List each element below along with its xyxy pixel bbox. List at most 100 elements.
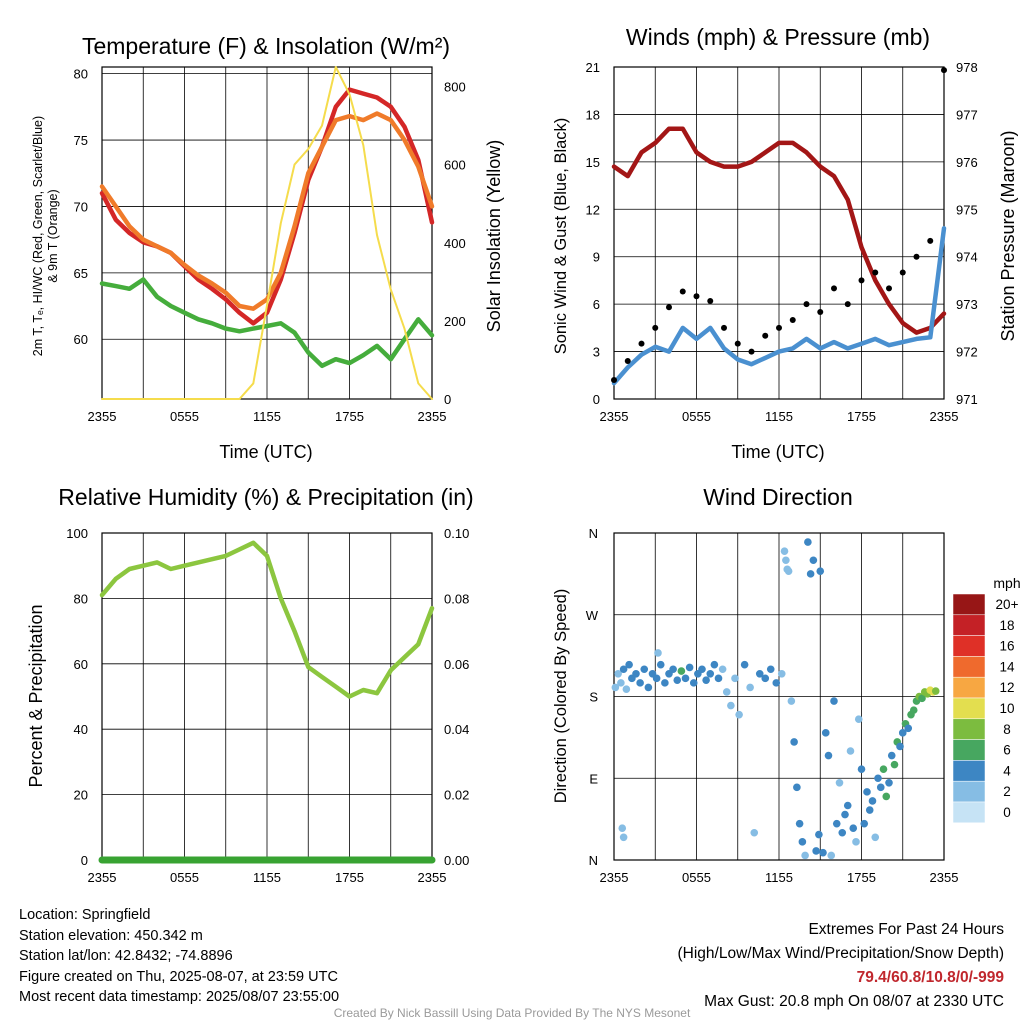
direction-point — [706, 669, 715, 678]
direction-point — [722, 688, 731, 696]
direction-point — [852, 838, 860, 846]
y2-tick-label: 0.00 — [444, 853, 469, 868]
y-tick-label: 60 — [74, 332, 88, 347]
direction-point — [618, 824, 627, 833]
y2-tick-label: 0.10 — [444, 526, 469, 541]
legend-swatch — [952, 801, 986, 824]
direction-ylabel-left: Direction (Colored By Speed) — [552, 589, 570, 804]
winds-ylabel-right: Station Pressure (Maroon) — [998, 130, 1018, 341]
direction-point — [698, 665, 706, 674]
x-tick-label: 1755 — [335, 409, 364, 424]
direction-point — [795, 819, 804, 828]
y-tick-label: N — [589, 526, 598, 541]
direction-point — [669, 665, 677, 674]
direction-point — [854, 715, 863, 724]
gust-point — [721, 324, 727, 331]
direction-point — [636, 679, 644, 687]
direction-point — [882, 792, 891, 801]
y2-tick-label: 600 — [444, 158, 466, 173]
extremes-info: Extremes For Past 24 Hours (High/Low/Max… — [678, 918, 1005, 1014]
winds-panel: Winds (mph) & Pressure (mb) Sonic Wind &… — [552, 24, 1018, 462]
winds-title: Winds (mph) & Pressure (mb) — [626, 24, 930, 50]
temperature-ylabel-left-1: 2m T, Tₑ, HI/WC (Red, Green, Scarlet/Blu… — [31, 116, 45, 356]
x-tick-label: 0555 — [682, 870, 711, 885]
direction-point — [740, 660, 749, 669]
direction-point — [761, 674, 770, 683]
y2-tick-label: 400 — [444, 236, 466, 251]
y-tick-label: W — [586, 608, 599, 623]
direction-point — [617, 679, 625, 687]
direction-point — [898, 729, 907, 737]
direction-panel: Wind Direction Direction (Colored By Spe… — [552, 484, 1021, 885]
gust-point — [693, 293, 700, 300]
direction-point — [815, 830, 823, 839]
direction-point — [772, 679, 781, 687]
direction-title: Wind Direction — [703, 484, 853, 510]
direction-point — [835, 778, 844, 787]
gust-point — [762, 332, 769, 339]
gust-point — [748, 348, 755, 355]
direction-point — [876, 783, 885, 792]
direction-point — [766, 665, 775, 674]
direction-point — [863, 788, 871, 796]
y-tick-label: S — [589, 690, 598, 705]
legend-label: 2 — [1003, 784, 1011, 799]
direction-point — [654, 649, 662, 657]
gust-point — [941, 67, 947, 74]
gust-point — [913, 253, 920, 260]
direction-point — [782, 556, 790, 565]
gust-point — [789, 316, 796, 323]
direction-point — [681, 674, 690, 683]
direction-point — [871, 833, 880, 842]
gust-point — [666, 304, 672, 311]
direction-point — [611, 683, 620, 692]
temperature-xlabel: Time (UTC) — [219, 442, 312, 462]
direction-point — [874, 774, 882, 783]
direction-point — [777, 669, 786, 678]
direction-point — [849, 824, 858, 833]
humidity-ylabel-left: Percent & Precipitation — [26, 604, 46, 787]
legend-swatch — [952, 676, 986, 699]
x-tick-label: 2355 — [930, 409, 959, 424]
gust-point — [817, 309, 824, 316]
x-tick-label: 2355 — [88, 409, 117, 424]
direction-point — [843, 801, 852, 810]
y-tick-label: 100 — [66, 526, 88, 541]
legend-swatch — [952, 593, 986, 616]
x-tick-label: 2355 — [600, 870, 629, 885]
x-tick-label: 1755 — [335, 870, 364, 885]
y-tick-label: 75 — [74, 133, 88, 148]
location-text: Location: Springfield — [19, 907, 151, 923]
direction-point — [890, 760, 899, 769]
direction-point — [622, 685, 631, 694]
legend-swatch — [952, 697, 986, 720]
x-tick-label: 1755 — [847, 409, 876, 424]
y-tick-label: 80 — [74, 67, 88, 82]
direction-point — [702, 676, 710, 684]
y2-tick-label: 0 — [444, 392, 451, 407]
y2-tick-label: 0.02 — [444, 788, 469, 803]
y2-tick-label: 200 — [444, 314, 466, 329]
created-text: Figure created on Thu, 2025-08-07, at 23… — [19, 968, 338, 985]
legend-swatch — [952, 739, 986, 761]
direction-point — [632, 669, 640, 678]
direction-point — [614, 669, 622, 678]
y-tick-label: 0 — [593, 392, 600, 407]
y-tick-label: 40 — [74, 722, 88, 737]
direction-point — [673, 676, 682, 684]
gust-point — [844, 301, 851, 308]
credit-text: Created By Nick Bassill Using Data Provi… — [333, 1006, 691, 1020]
direction-point — [827, 851, 836, 860]
series-line-sonic-wind — [611, 226, 947, 386]
humidity-panel: Relative Humidity (%) & Precipitation (i… — [26, 484, 474, 885]
direction-point — [830, 697, 838, 705]
y2-tick-label: 975 — [956, 202, 978, 217]
y2-tick-label: 800 — [444, 80, 466, 95]
y2-tick-label: 0.06 — [444, 657, 469, 672]
x-tick-label: 0555 — [682, 409, 711, 424]
series-line-insolation — [101, 66, 433, 400]
direction-point — [625, 660, 633, 669]
direction-point — [727, 701, 735, 710]
y-tick-label: 70 — [74, 199, 88, 214]
x-tick-label: 2355 — [600, 409, 629, 424]
